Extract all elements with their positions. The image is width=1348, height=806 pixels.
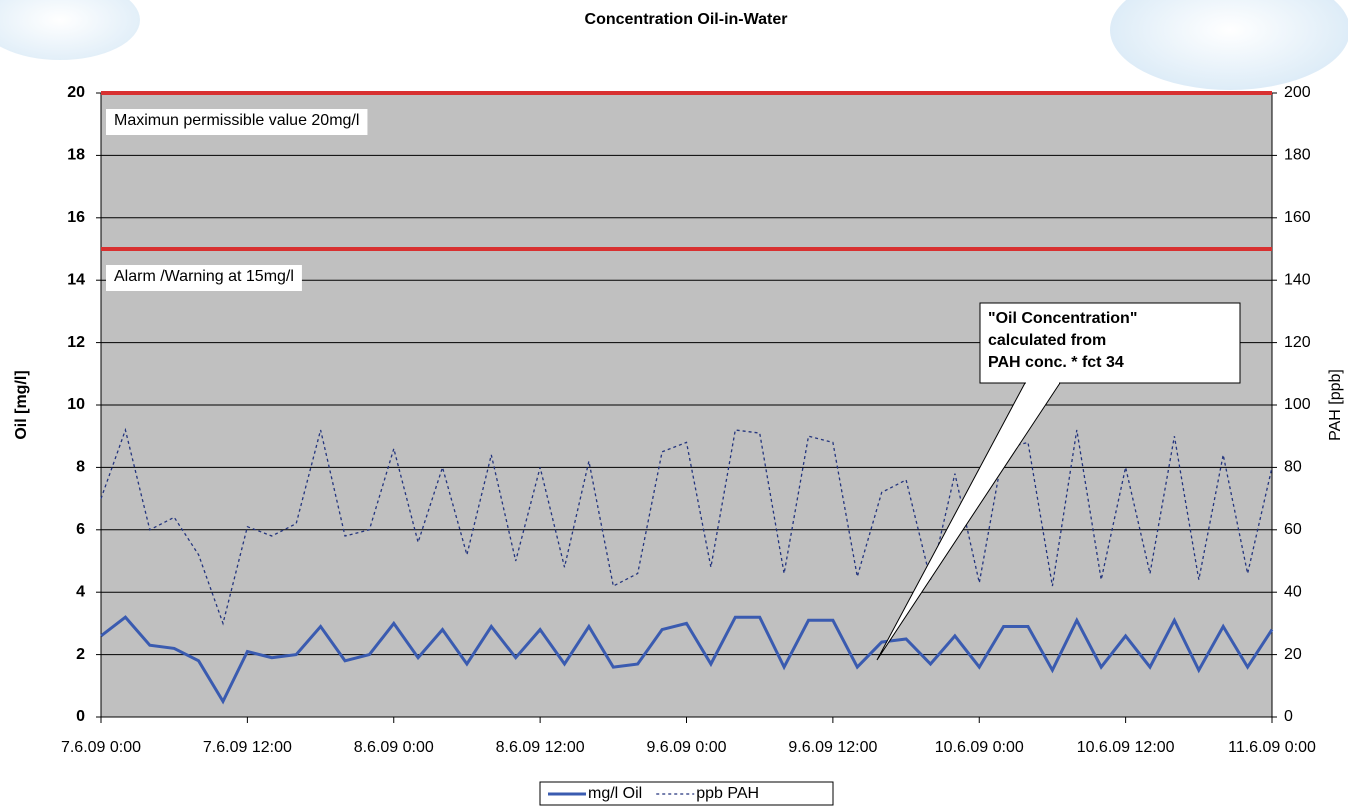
y2-tick-label: 200 [1284,84,1311,101]
reference-label: Alarm /Warning at 15mg/l [114,268,294,285]
callout-text: PAH conc. * fct 34 [988,354,1124,371]
y-tick-label: 8 [76,459,85,476]
y-tick-label: 6 [76,521,85,538]
y-tick-label: 16 [67,209,85,226]
y-axis-title: Oil [mg/l] [13,370,30,439]
y-tick-label: 20 [67,84,85,101]
y-tick-label: 12 [67,334,85,351]
y2-tick-label: 20 [1284,646,1302,663]
x-tick-label: 7.6.09 0:00 [61,739,141,756]
y-tick-label: 0 [76,708,85,725]
callout-text: "Oil Concentration" [988,310,1137,327]
callout-text: calculated from [988,332,1106,349]
legend-label: mg/l Oil [588,785,642,802]
y-tick-label: 2 [76,646,85,663]
chart: Concentration Oil-in-Water Oil [mg/l] PA… [0,0,1348,806]
x-tick-label: 7.6.09 12:00 [203,739,292,756]
y2-tick-label: 160 [1284,209,1311,226]
y2-tick-label: 180 [1284,147,1311,164]
x-tick-label: 8.6.09 0:00 [354,739,434,756]
y2-tick-label: 40 [1284,583,1302,600]
x-tick-label: 10.6.09 12:00 [1077,739,1175,756]
legend-label: ppb PAH [696,785,759,802]
y2-tick-label: 120 [1284,334,1311,351]
y-tick-label: 18 [67,147,85,164]
y2-axis-title: PAH [ppb] [1327,369,1344,441]
chart-title: Concentration Oil-in-Water [585,11,788,28]
y-tick-label: 14 [67,271,85,288]
y-tick-label: 10 [67,396,85,413]
reference-label: Maximun permissible value 20mg/l [114,112,359,129]
y2-tick-label: 140 [1284,271,1311,288]
x-tick-label: 11.6.09 0:00 [1228,739,1316,756]
x-tick-label: 9.6.09 0:00 [646,739,726,756]
y2-tick-label: 0 [1284,708,1293,725]
y2-tick-label: 80 [1284,459,1302,476]
x-tick-label: 8.6.09 12:00 [496,739,585,756]
y2-tick-label: 60 [1284,521,1302,538]
y2-tick-label: 100 [1284,396,1311,413]
x-tick-label: 9.6.09 12:00 [788,739,877,756]
y-tick-label: 4 [76,583,85,600]
x-tick-label: 10.6.09 0:00 [935,739,1024,756]
